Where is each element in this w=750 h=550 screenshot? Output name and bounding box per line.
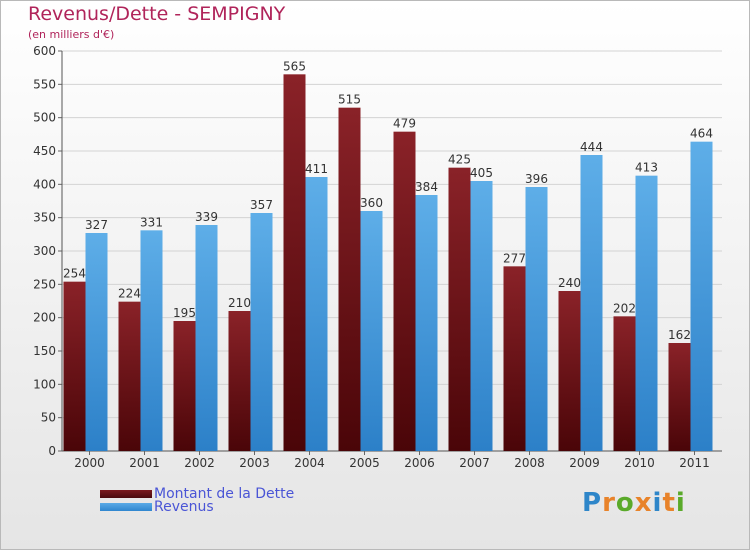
data-label-debt: 210 xyxy=(228,296,251,310)
bars xyxy=(63,74,713,452)
data-label-revenue: 411 xyxy=(305,162,328,176)
data-label-revenue: 444 xyxy=(580,140,603,154)
y-tick-label: 200 xyxy=(33,311,56,325)
x-tick-label: 2002 xyxy=(184,456,215,470)
chart-title: Revenus/Dette - SEMPIGNY xyxy=(28,3,286,25)
x-tick-label: 2008 xyxy=(514,456,545,470)
x-tick-label: 2011 xyxy=(679,456,710,470)
bar-revenue xyxy=(525,187,548,451)
x-tick-label: 2000 xyxy=(74,456,105,470)
data-label-revenue: 464 xyxy=(690,127,713,141)
data-label-revenue: 339 xyxy=(195,210,218,224)
bar-debt xyxy=(118,301,141,451)
data-label-revenue: 413 xyxy=(635,161,658,175)
data-label-debt: 565 xyxy=(283,59,306,73)
y-tick-label: 300 xyxy=(33,244,56,258)
data-label-revenue: 384 xyxy=(415,180,438,194)
bar-debt xyxy=(393,131,416,451)
x-tick-label: 2004 xyxy=(294,456,325,470)
y-tick-label: 400 xyxy=(33,177,56,191)
x-tick-label: 2006 xyxy=(404,456,435,470)
x-tick-label: 2010 xyxy=(624,456,655,470)
bar-revenue xyxy=(470,181,493,451)
data-label-revenue: 396 xyxy=(525,172,548,186)
bar-revenue xyxy=(690,141,713,451)
bar-debt xyxy=(338,107,361,452)
y-tick-label: 600 xyxy=(33,44,56,58)
x-tick-label: 2005 xyxy=(349,456,380,470)
legend-item-revenue: Revenus xyxy=(100,499,214,515)
data-label-debt: 162 xyxy=(668,328,691,342)
x-tick-label: 2007 xyxy=(459,456,490,470)
bar-revenue xyxy=(635,175,658,451)
y-tick-label: 350 xyxy=(33,211,56,225)
y-tick-label: 50 xyxy=(41,411,56,425)
x-tick-label: 2001 xyxy=(129,456,160,470)
y-tick-label: 0 xyxy=(48,444,56,458)
bar-revenue xyxy=(360,211,383,451)
legend-label-revenue: Revenus xyxy=(154,499,214,515)
legend-swatch-revenue xyxy=(100,503,152,511)
data-label-revenue: 327 xyxy=(85,218,108,232)
y-tick-label: 150 xyxy=(33,344,56,358)
bar-revenue xyxy=(195,225,218,451)
data-label-revenue: 331 xyxy=(140,215,163,229)
bar-debt xyxy=(173,321,196,451)
bar-debt xyxy=(448,167,471,451)
bar-revenue xyxy=(85,233,108,451)
logo-letter: i xyxy=(675,488,686,518)
bar-debt xyxy=(283,74,306,451)
data-label-revenue: 405 xyxy=(470,166,493,180)
x-tick-label: 2003 xyxy=(239,456,270,470)
legend-item-debt: Montant de la Dette xyxy=(100,486,294,502)
x-tick-label: 2009 xyxy=(569,456,600,470)
data-label-debt: 515 xyxy=(338,93,361,107)
proxiti-logo: Proxiti xyxy=(582,488,686,518)
logo-letter: r xyxy=(602,488,616,518)
logo-letter: o xyxy=(615,488,635,518)
bar-debt xyxy=(228,311,251,451)
bar-revenue xyxy=(415,195,438,451)
data-label-debt: 254 xyxy=(63,267,86,281)
bar-debt xyxy=(558,291,581,451)
data-label-debt: 277 xyxy=(503,251,526,265)
data-label-debt: 479 xyxy=(393,117,416,131)
data-label-revenue: 357 xyxy=(250,198,273,212)
data-label-debt: 195 xyxy=(173,306,196,320)
bar-debt xyxy=(668,343,691,451)
bar-revenue xyxy=(140,230,163,451)
data-label-debt: 240 xyxy=(558,276,581,290)
bar-revenue xyxy=(305,177,328,451)
bar-debt xyxy=(63,281,86,451)
legend-label-debt: Montant de la Dette xyxy=(154,486,295,502)
data-label-debt: 202 xyxy=(613,301,636,315)
y-tick-label: 100 xyxy=(33,377,56,391)
y-tick-label: 450 xyxy=(33,144,56,158)
chart-subtitle: (en milliers d'€) xyxy=(28,28,115,41)
bar-debt xyxy=(613,316,636,451)
logo-letter: P xyxy=(582,488,603,518)
bar-revenue xyxy=(580,155,603,451)
logo-letter: t xyxy=(662,488,676,518)
data-label-revenue: 360 xyxy=(360,196,383,210)
y-tick-label: 500 xyxy=(33,111,56,125)
bar-debt xyxy=(503,266,526,451)
data-label-debt: 224 xyxy=(118,287,141,301)
y-tick-label: 550 xyxy=(33,77,56,91)
logo-letter: x xyxy=(634,488,653,518)
bar-revenue xyxy=(250,213,273,451)
legend-swatch-debt xyxy=(100,490,152,498)
axes: 0 50 100 150 200 250 300 350 400 450 500 550 600 2000… xyxy=(33,44,722,470)
data-label-debt: 425 xyxy=(448,153,471,167)
grid-lines xyxy=(62,50,722,452)
y-tick-label: 250 xyxy=(33,277,56,291)
logo-letter: i xyxy=(652,488,663,518)
data-labels: 254 327 224 331 195 339 210 357 565 411 515 360 479 3… xyxy=(63,59,713,342)
